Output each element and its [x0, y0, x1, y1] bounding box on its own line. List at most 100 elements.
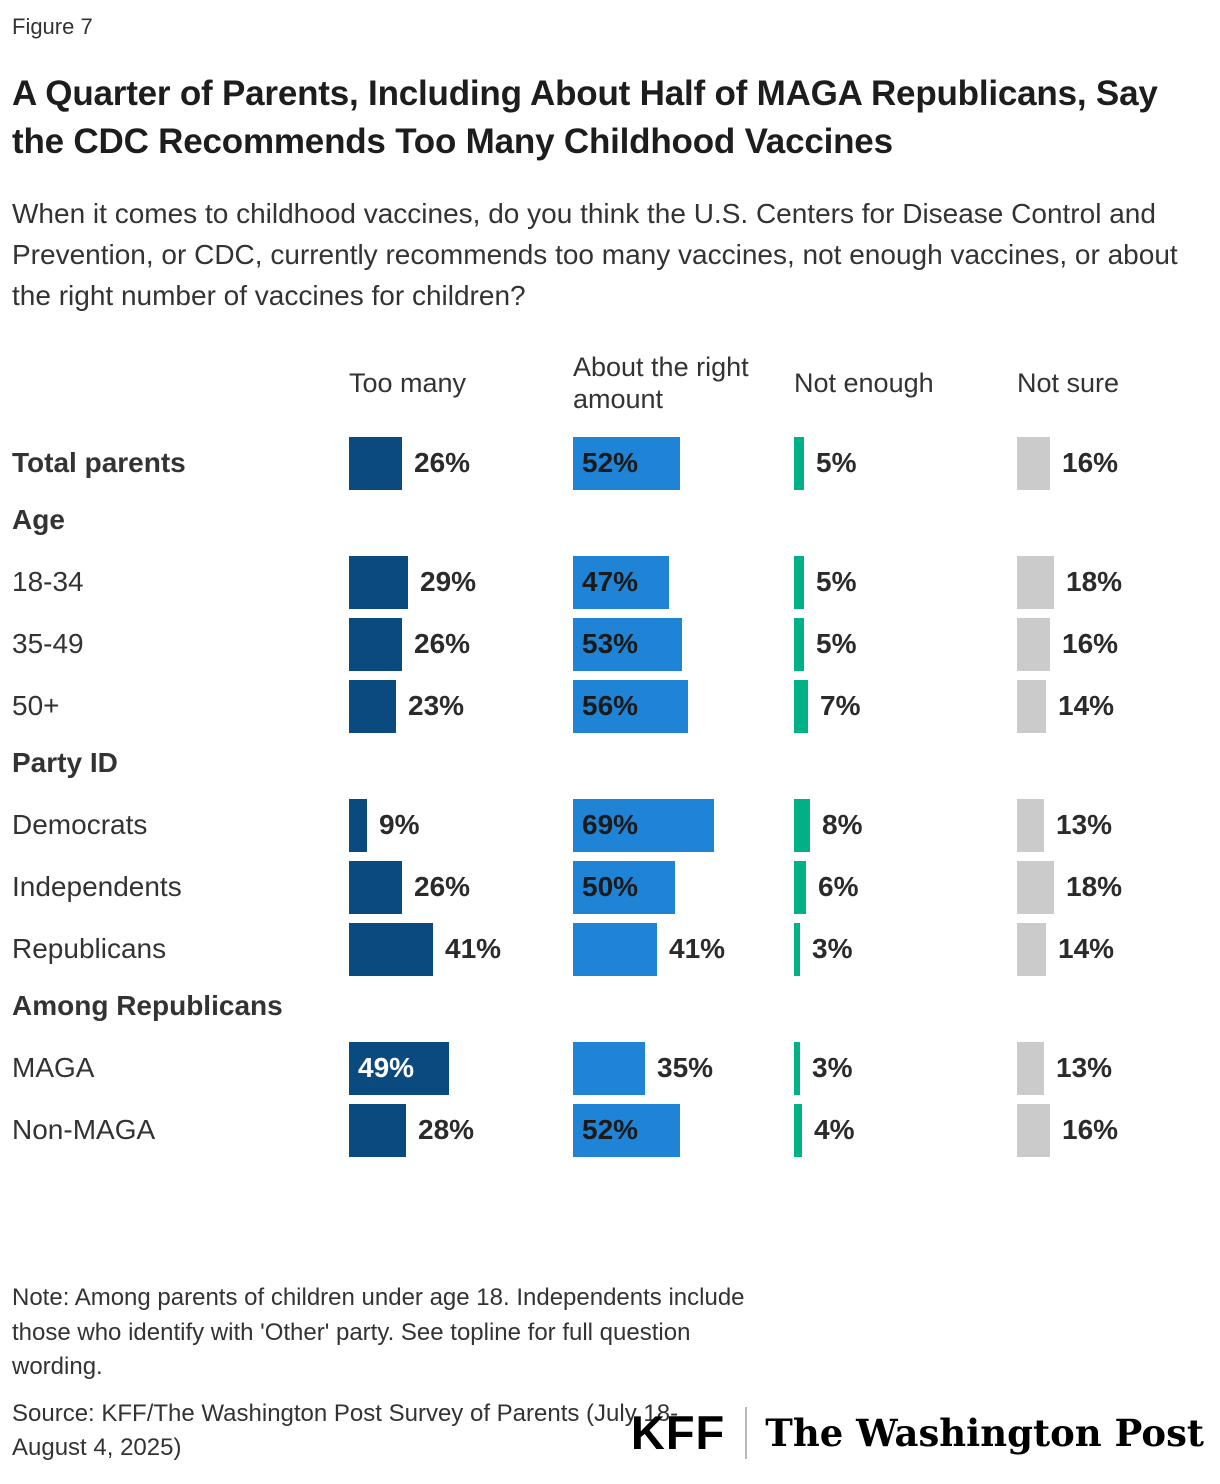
bar-cell-not-sure: 18%	[1017, 555, 1220, 609]
bar-cell-about-the-right-amount: 52%	[573, 436, 794, 490]
bar-about-the-right-amount: 50%	[573, 860, 675, 914]
value-label: 50%	[582, 871, 639, 903]
section-header-age: Age	[12, 503, 65, 535]
bar-not-enough	[794, 922, 800, 976]
bar-cell-too-many: 26%	[349, 436, 573, 490]
value-label: 16%	[1062, 628, 1119, 660]
survey-question-text: When it comes to childhood vaccines, do …	[12, 197, 1178, 312]
bar-not-enough	[794, 798, 810, 852]
value-label: 41%	[669, 933, 726, 965]
bar-not-sure	[1017, 1103, 1050, 1157]
chart-body: Total parents 26% 52% 5% 16% Age 18-34 29% 47% 5%…	[12, 436, 1206, 1157]
bar-cell-about-the-right-amount: 50%	[573, 860, 794, 914]
row-label: Republicans	[12, 933, 167, 965]
bar-cell-not-sure: 13%	[1017, 1041, 1220, 1095]
washington-post-logo: The Washington Post	[765, 1410, 1204, 1455]
row-label: 35-49	[12, 628, 84, 660]
bar-not-sure	[1017, 436, 1050, 490]
bar-cell-about-the-right-amount: 52%	[573, 1103, 794, 1157]
bar-cell-not-sure: 14%	[1017, 679, 1220, 733]
bar-too-many	[349, 798, 367, 852]
bar-about-the-right-amount	[573, 1041, 645, 1095]
bar-about-the-right-amount: 47%	[573, 555, 669, 609]
value-label: 69%	[582, 809, 639, 841]
figure-label: Figure 7	[12, 14, 93, 39]
bar-cell-about-the-right-amount: 41%	[573, 922, 794, 976]
row-label: MAGA	[12, 1052, 95, 1084]
logo-lockup: KFF The Washington Post	[631, 1405, 1204, 1460]
value-label: 14%	[1058, 690, 1115, 722]
bar-cell-not-enough: 5%	[794, 436, 1017, 490]
bar-cell-about-the-right-amount: 69%	[573, 798, 794, 852]
chart-row-50: 50+ 23% 56% 7% 14%	[12, 679, 1206, 733]
bar-cell-not-enough: 3%	[794, 1041, 1017, 1095]
bar-too-many	[349, 617, 402, 671]
bar-cell-too-many: 28%	[349, 1103, 573, 1157]
bar-cell-not-sure: 16%	[1017, 436, 1220, 490]
value-label: 18%	[1066, 871, 1123, 903]
bar-about-the-right-amount: 52%	[573, 1103, 680, 1157]
bar-not-sure	[1017, 798, 1044, 852]
bar-too-many	[349, 679, 396, 733]
value-label: 26%	[414, 871, 471, 903]
bar-about-the-right-amount: 52%	[573, 436, 680, 490]
bar-not-enough	[794, 436, 804, 490]
value-label: 47%	[582, 566, 639, 598]
value-label: 14%	[1058, 933, 1115, 965]
bar-cell-about-the-right-amount: 35%	[573, 1041, 794, 1095]
bar-about-the-right-amount: 56%	[573, 679, 688, 733]
bar-not-enough	[794, 1103, 802, 1157]
bar-not-enough	[794, 679, 808, 733]
bar-too-many: 49%	[349, 1041, 449, 1095]
value-label: 41%	[445, 933, 502, 965]
chart-row-18-34: 18-34 29% 47% 5% 18%	[12, 555, 1206, 609]
bar-too-many	[349, 555, 408, 609]
figure-container: Figure 7 A Quarter of Parents, Including…	[12, 14, 1206, 1157]
chart-row-non-maga: Non-MAGA 28% 52% 4% 16%	[12, 1103, 1206, 1157]
bar-not-sure	[1017, 617, 1050, 671]
chart-row-total-parents: Total parents 26% 52% 5% 16%	[12, 436, 1206, 490]
value-label: 52%	[582, 447, 639, 479]
bar-cell-too-many: 9%	[349, 798, 573, 852]
bar-not-sure	[1017, 860, 1054, 914]
row-label: 18-34	[12, 566, 84, 598]
value-label: 26%	[414, 628, 471, 660]
note-text: Note: Among parents of children under ag…	[12, 1284, 745, 1381]
bar-not-sure	[1017, 922, 1046, 976]
column-header-about-the-right-amount: About the right amount	[573, 351, 749, 414]
value-label: 16%	[1062, 447, 1119, 479]
row-label: 50+	[12, 690, 60, 722]
value-label: 53%	[582, 628, 639, 660]
chart-row-democrats: Democrats 9% 69% 8% 13%	[12, 798, 1206, 852]
value-label: 56%	[582, 690, 639, 722]
bar-not-enough	[794, 860, 806, 914]
bar-not-sure	[1017, 1041, 1044, 1095]
value-label: 3%	[812, 933, 853, 965]
page-title: A Quarter of Parents, Including About Ha…	[12, 74, 1158, 162]
logo-divider	[745, 1406, 748, 1459]
row-label: Non-MAGA	[12, 1114, 156, 1146]
bar-cell-about-the-right-amount: 56%	[573, 679, 794, 733]
value-label: 49%	[358, 1052, 415, 1084]
bar-too-many	[349, 1103, 406, 1157]
bar-cell-about-the-right-amount: 47%	[573, 555, 794, 609]
bar-about-the-right-amount: 53%	[573, 617, 682, 671]
section-header-among-republicans: Among Republicans	[12, 989, 283, 1021]
bar-not-enough	[794, 617, 804, 671]
source-text: Source: KFF/The Washington Post Survey o…	[12, 1399, 679, 1462]
bar-cell-not-enough: 6%	[794, 860, 1017, 914]
grouped-bar-chart: Too many About the right amount Not enou…	[12, 345, 1206, 1157]
value-label: 26%	[414, 447, 471, 479]
bar-too-many	[349, 860, 402, 914]
bar-cell-not-sure: 14%	[1017, 922, 1220, 976]
bar-cell-too-many: 26%	[349, 860, 573, 914]
chart-row-35-49: 35-49 26% 53% 5% 16%	[12, 617, 1206, 671]
bar-cell-too-many: 41%	[349, 922, 573, 976]
section-header-party-id: Party ID	[12, 746, 118, 778]
row-label: Independents	[12, 871, 182, 903]
figure-footer: Note: Among parents of children under ag…	[12, 1281, 1206, 1466]
column-header-not-sure: Not sure	[1017, 367, 1120, 398]
bar-cell-too-many: 49%	[349, 1041, 573, 1095]
bar-cell-too-many: 29%	[349, 555, 573, 609]
value-label: 6%	[818, 871, 859, 903]
